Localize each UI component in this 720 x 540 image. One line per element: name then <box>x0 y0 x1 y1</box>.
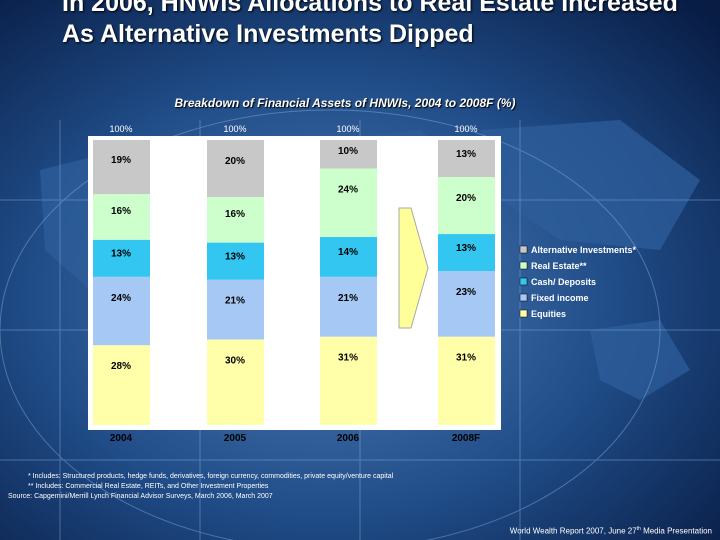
bar-real-estate-2004 <box>93 194 150 240</box>
total-label-2004: 100% <box>109 124 132 134</box>
value-label-fixed-income-2008f: 23% <box>456 287 476 298</box>
bar-alternative-investments-2006 <box>320 140 377 169</box>
value-label-cash-deposits-2006: 14% <box>338 247 358 258</box>
legend-label-alternative-investments: Alternative Investments* <box>531 245 637 255</box>
category-label-2006: 2006 <box>337 433 360 444</box>
footer-presentation: World Wealth Report 2007, June 27th Medi… <box>510 526 712 536</box>
bar-real-estate-2008f <box>438 177 495 235</box>
value-label-fixed-income-2005: 21% <box>225 296 245 307</box>
chart-title: Breakdown of Financial Assets of HNWIs, … <box>174 96 516 110</box>
value-label-alternative-investments-2006: 10% <box>338 146 358 157</box>
category-label-2004: 2004 <box>110 433 133 444</box>
value-label-real-estate-2004: 16% <box>111 206 131 217</box>
bar-cash-deposits-2005 <box>207 242 264 280</box>
bar-cash-deposits-2008f <box>438 234 495 272</box>
page-title: In 2006, HNWIs Allocations to Real Estat… <box>62 0 678 48</box>
bar-cash-deposits-2006 <box>320 236 377 277</box>
value-label-real-estate-2006: 24% <box>338 185 358 196</box>
footnote-real-estate: ** Includes: Commercial Real Estate, REI… <box>28 483 269 490</box>
legend-swatch-alternative-investments <box>519 245 528 254</box>
value-label-cash-deposits-2005: 13% <box>225 252 245 263</box>
value-label-equities-2005: 30% <box>225 356 245 367</box>
legend-label-fixed-income: Fixed income <box>531 293 589 303</box>
value-label-real-estate-2005: 16% <box>225 209 245 220</box>
bar-real-estate-2006 <box>320 168 377 237</box>
bar-alternative-investments-2005 <box>207 140 264 197</box>
total-label-2008f: 100% <box>454 124 477 134</box>
bar-alternative-investments-2008f <box>438 140 495 178</box>
value-label-equities-2006: 31% <box>338 353 358 364</box>
total-label-2006: 100% <box>336 124 359 134</box>
value-label-real-estate-2008f: 20% <box>456 193 476 204</box>
legend-swatch-real-estate <box>519 261 528 270</box>
bar-equities-2005 <box>207 339 264 425</box>
value-label-cash-deposits-2008f: 13% <box>456 243 476 254</box>
legend-swatch-fixed-income <box>519 293 528 302</box>
bar-equities-2004 <box>93 345 150 425</box>
legend-label-equities: Equities <box>531 309 566 319</box>
legend-swatch-cash-deposits <box>519 277 528 286</box>
value-label-cash-deposits-2004: 13% <box>111 249 131 260</box>
bar-alternative-investments-2004 <box>93 140 150 195</box>
value-label-alternative-investments-2005: 20% <box>225 156 245 167</box>
footnote-alternative: * Includes: Structured products, hedge f… <box>28 473 394 480</box>
value-label-alternative-investments-2004: 19% <box>111 155 131 166</box>
bar-real-estate-2005 <box>207 197 264 243</box>
bar-fixed-income-2008f <box>438 271 495 337</box>
legend-swatch-equities <box>519 309 528 318</box>
source-note: Source: Capgemini/Merrill Lynch Financia… <box>8 493 273 500</box>
footer-superscript: th <box>636 526 641 532</box>
value-label-alternative-investments-2008f: 13% <box>456 149 476 160</box>
forecast-arrow <box>398 207 429 329</box>
bar-equities-2006 <box>320 336 377 425</box>
footer-suffix: Media Presentation <box>640 526 712 536</box>
value-label-equities-2004: 28% <box>111 361 131 372</box>
plot-area <box>88 136 501 430</box>
footer-text: World Wealth Report 2007, June 27 <box>509 526 637 536</box>
value-label-fixed-income-2004: 24% <box>111 293 131 304</box>
bar-equities-2008f <box>438 336 495 425</box>
category-label-2008f: 2008F <box>452 433 480 444</box>
category-label-2005: 2005 <box>224 433 247 444</box>
bar-fixed-income-2005 <box>207 279 264 340</box>
value-label-equities-2008f: 31% <box>456 353 476 364</box>
total-label-2005: 100% <box>223 124 246 134</box>
bar-fixed-income-2004 <box>93 276 150 346</box>
legend-label-cash-deposits: Cash/ Deposits <box>531 277 596 287</box>
bar-cash-deposits-2004 <box>93 239 150 277</box>
legend-label-real-estate: Real Estate** <box>531 261 587 271</box>
value-label-fixed-income-2006: 21% <box>338 293 358 304</box>
bar-fixed-income-2006 <box>320 276 377 337</box>
